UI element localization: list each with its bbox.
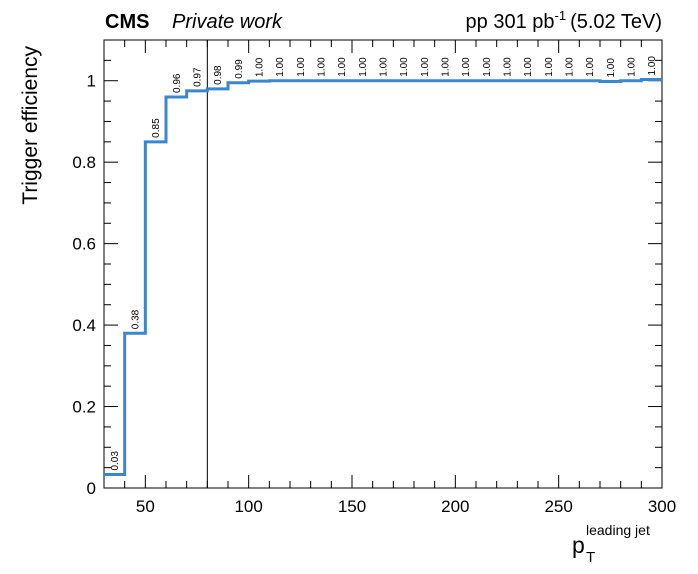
bin-value-label: 1.00 (627, 57, 638, 77)
bin-value-label: 1.00 (482, 57, 493, 77)
x-axis-label-subscript: T (586, 549, 595, 566)
bin-value-label: 1.00 (441, 57, 452, 77)
x-axis-ticks (103, 40, 663, 488)
bin-value-label: 1.00 (420, 57, 431, 77)
bin-value-label: 1.00 (255, 57, 266, 77)
bin-value-labels: 0.03 0.38 0.85 0.96 0.97 0.98 0.99 1.00 1.00 1.00… (110, 56, 658, 471)
bin-value-label: 1.00 (503, 57, 514, 77)
bin-value-label: 1.00 (565, 57, 576, 77)
x-tick-label: 200 (441, 497, 469, 516)
bin-value-label: 1.00 (358, 57, 369, 77)
y-tick-label: 0.4 (72, 316, 96, 335)
x-tick-label: 100 (234, 497, 262, 516)
experiment-label: CMS (105, 11, 149, 33)
x-tick-label: 50 (136, 497, 155, 516)
bin-value-label: 0.97 (193, 67, 204, 87)
bin-value-label: 0.98 (213, 65, 224, 85)
bin-value-label: 0.38 (131, 309, 142, 329)
y-tick-label: 0.8 (72, 153, 96, 172)
x-axis-label: p T leading jet (572, 522, 650, 566)
bin-value-label: 1.00 (544, 57, 555, 77)
plot-frame (103, 39, 663, 489)
x-tick-label: 300 (648, 497, 676, 516)
bin-value-label: 1.00 (647, 56, 658, 76)
lumi-exponent: -1 (555, 8, 567, 23)
bin-value-label: 0.85 (151, 118, 162, 138)
x-axis-label-main: p (572, 532, 585, 558)
bin-value-label: 1.00 (461, 57, 472, 77)
lumi-prefix: pp 301 pb (466, 11, 555, 33)
bin-value-label: 1.00 (317, 57, 328, 77)
y-axis-ticks (104, 39, 662, 489)
y-axis-tick-labels: 0 0.2 0.4 0.6 0.8 1 (72, 72, 96, 498)
y-tick-label: 0.2 (72, 398, 96, 417)
x-axis-label-superscript: leading jet (586, 522, 650, 538)
bin-value-label: 1.00 (399, 57, 410, 77)
y-tick-label: 0.6 (72, 235, 96, 254)
bin-value-label: 1.00 (523, 57, 534, 77)
x-axis-tick-labels: 50 100 150 200 250 300 (136, 497, 676, 516)
x-tick-label: 150 (338, 497, 366, 516)
bin-value-label: 0.96 (172, 73, 183, 93)
status-label: Private work (172, 11, 283, 33)
x-tick-label: 250 (544, 497, 572, 516)
bin-value-label: 1.00 (275, 57, 286, 77)
bin-value-label: 0.99 (234, 59, 245, 79)
energy-label: (5.02 TeV) (570, 11, 662, 33)
header: CMS Private work pp 301 pb-1 (5.02 TeV) (105, 8, 662, 33)
lumi-label: pp 301 pb-1 (5.02 TeV) (466, 8, 662, 33)
bin-value-label: 0.03 (110, 451, 121, 471)
bin-value-label: 1.00 (585, 57, 596, 77)
y-tick-label: 0 (87, 479, 96, 498)
efficiency-step-line (104, 78, 662, 477)
y-tick-label: 1 (87, 72, 96, 91)
bin-value-label: 1.00 (606, 58, 617, 78)
bin-value-label: 1.00 (337, 57, 348, 77)
y-axis-label: Trigger efficiency (19, 46, 42, 205)
bin-value-label: 1.00 (379, 57, 390, 77)
bin-value-label: 1.00 (296, 57, 307, 77)
